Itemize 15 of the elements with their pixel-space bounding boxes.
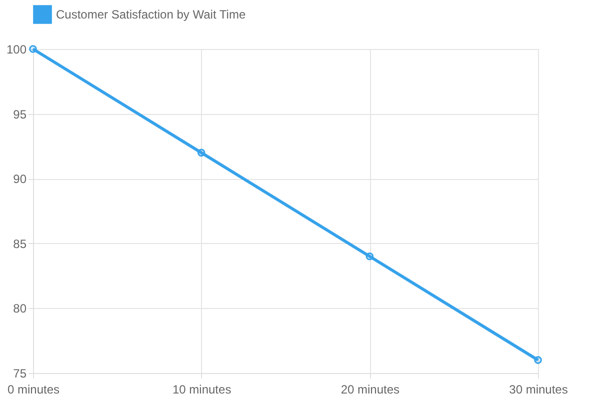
x-tick-label: 10 minutes [172,382,232,396]
y-tick-label: 90 [13,172,27,186]
x-tick-label: 30 minutes [509,382,568,396]
legend-label: Customer Satisfaction by Wait Time [56,8,246,22]
y-tick-label: 85 [13,236,27,251]
point [366,252,374,260]
y-tick-label: 100 [6,42,27,56]
y-tick-label: 75 [13,366,27,380]
y-tick-label: 80 [13,302,27,316]
point [29,45,37,53]
x-tick-label: 20 minutes [340,382,400,396]
y-tick-label: 95 [13,107,27,122]
point [197,148,206,157]
x-tick-label: 0 minutes [7,382,60,396]
point [534,356,542,364]
